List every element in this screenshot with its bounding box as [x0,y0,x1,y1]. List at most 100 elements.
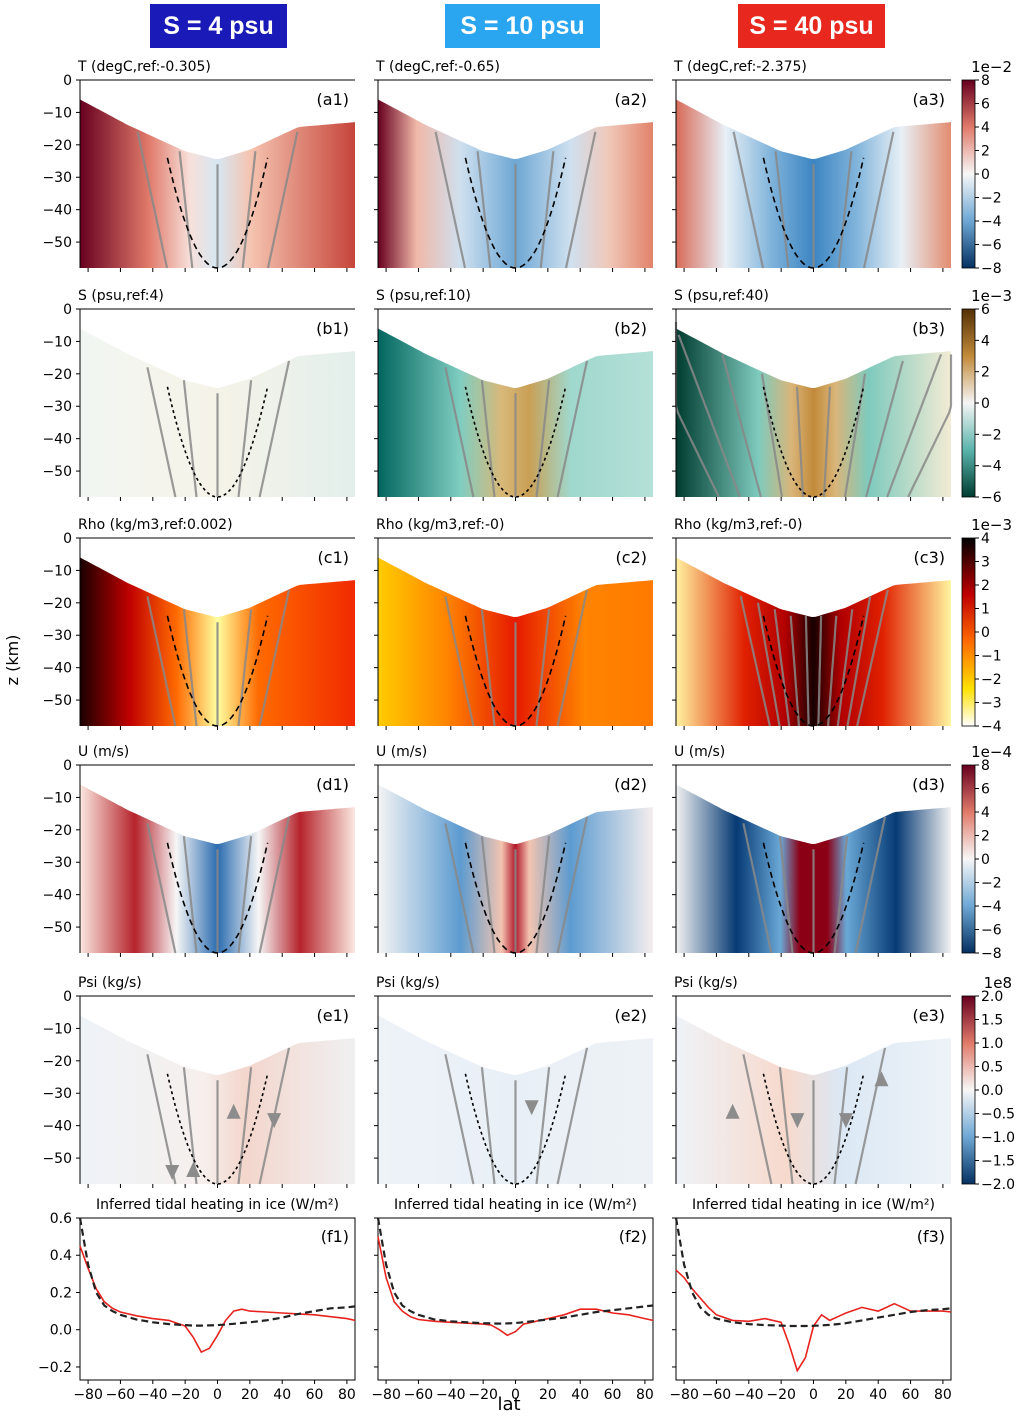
z-axis-label: z (km) [3,635,22,686]
panel-t-1 [76,80,355,272]
colorbar-bar [962,996,975,1184]
panel-title: T (degC,ref:-0.305) [77,59,211,75]
panel-title: T (degC,ref:-2.375) [673,59,807,75]
colorbar-tick-label: −0.5 [981,1107,1015,1123]
z-tick-label: −10 [42,1021,72,1037]
panel-psi-2 [374,996,653,1188]
z-tick-label: −20 [42,1054,72,1070]
x-tick-label: 80 [636,1387,654,1403]
panel-t-2 [374,80,653,272]
series-model-heating [676,1218,951,1326]
x-tick-label: −60 [702,1387,732,1403]
z-tick-label: −40 [42,432,72,448]
colorbar-scale: 1e−2 [971,58,1012,76]
x-tick-label: −20 [468,1387,498,1403]
panel-title: U (m/s) [376,744,427,760]
colorbar-psi [962,996,979,1184]
colorbar-scale: 1e−3 [971,287,1012,305]
series-inferred-heating [80,1246,355,1352]
x-tick-label: 20 [837,1387,855,1403]
z-tick-label: −40 [42,661,72,677]
colorbar-tick-label: 1 [981,602,990,618]
panel-label: (d3) [912,775,945,794]
colorbar-tick-label: −6 [981,923,1002,939]
z-tick-label: −30 [42,855,72,871]
z-tick-label: −50 [42,1151,72,1167]
z-tick-label: −40 [42,888,72,904]
panel-s-2 [374,309,653,501]
z-tick-label: −10 [42,334,72,350]
z-tick-label: −20 [42,823,72,839]
panel-title: Psi (kg/s) [78,975,142,991]
colorbar-rho [962,538,979,726]
colorbar-bar [962,309,975,497]
colorbar-tick-label: −4 [981,214,1002,230]
x-tick-label: −60 [106,1387,136,1403]
colorbar-tick-label: −1.5 [981,1154,1015,1170]
z-tick-label: 0 [63,758,72,774]
x-axis-label: lat [497,1394,520,1415]
panel-label: (b2) [614,319,647,338]
colorbar-tick-label: 1.0 [981,1036,1003,1052]
panel-label: (d1) [316,775,349,794]
panel-title: U (m/s) [674,744,725,760]
colorbar-tick-label: 0 [981,167,990,183]
panel-title: S (psu,ref:40) [674,288,769,304]
panel-label: (f2) [619,1227,647,1246]
chart-title: Inferred tidal heating in ice (W/m²) [394,1197,637,1213]
x-tick-label: 40 [571,1387,589,1403]
colorbar-tick-label: 0 [981,852,990,868]
z-tick-label: −30 [42,399,72,415]
colorbar-tick-label: 2 [981,578,990,594]
panel-t-3 [672,80,951,272]
panel-psi-1 [76,996,355,1188]
colorbar-tick-label: 2 [981,365,990,381]
panel-title: Psi (kg/s) [376,975,440,991]
x-tick-label: 80 [934,1387,952,1403]
colorbar-bar [962,80,975,268]
z-tick-label: −50 [42,235,72,251]
colorbar-tick-label: 4 [981,805,990,821]
panel-label: (f3) [917,1227,945,1246]
panel-title: Rho (kg/m3,ref:-0) [376,517,504,533]
y-tick-label: −0.2 [38,1360,72,1376]
z-tick-label: 0 [63,73,72,89]
x-tick-label: 0 [213,1387,222,1403]
panel-u-1 [76,765,355,957]
series-inferred-heating [378,1237,653,1336]
colorbar-tick-label: −2 [981,672,1002,688]
panel-label: (d2) [614,775,647,794]
colorbar-tick-label: −4 [981,899,1002,915]
colorbar-tick-label: −1 [981,649,1002,665]
panel-s-1 [76,309,355,501]
z-tick-label: −40 [42,203,72,219]
colorbar-tick-label: −3 [981,696,1002,712]
field-shading [676,557,951,726]
panel-rho-1 [76,538,355,730]
z-tick-label: −10 [42,790,72,806]
colorbar-s [962,309,979,497]
x-tick-label: −80 [73,1387,103,1403]
panel-label: (c1) [318,548,349,567]
x-tick-label: −40 [734,1387,764,1403]
colorbar-tick-label: −8 [981,261,1002,277]
colorbar-t [962,80,979,268]
panel-title: Rho (kg/m3,ref:-0) [674,517,802,533]
colorbar-tick-label: −8 [981,946,1002,962]
x-tick-label: 40 [869,1387,887,1403]
colorbar-scale: 1e−4 [971,743,1012,761]
x-tick-label: −40 [436,1387,466,1403]
panel-title: S (psu,ref:4) [78,288,164,304]
colorbar-tick-label: −2 [981,876,1002,892]
colorbar-tick-label: 6 [981,782,990,798]
colorbar-tick-label: 0.0 [981,1083,1003,1099]
colorbar-tick-label: 4 [981,333,990,349]
colorbar-tick-label: −2 [981,191,1002,207]
plot-frame [80,1218,355,1380]
field-shading [676,328,951,497]
x-tick-label: 60 [902,1387,920,1403]
plot-frame [676,1218,951,1380]
panel-psi-3 [672,996,951,1188]
x-tick-label: 40 [273,1387,291,1403]
x-tick-label: 20 [241,1387,259,1403]
